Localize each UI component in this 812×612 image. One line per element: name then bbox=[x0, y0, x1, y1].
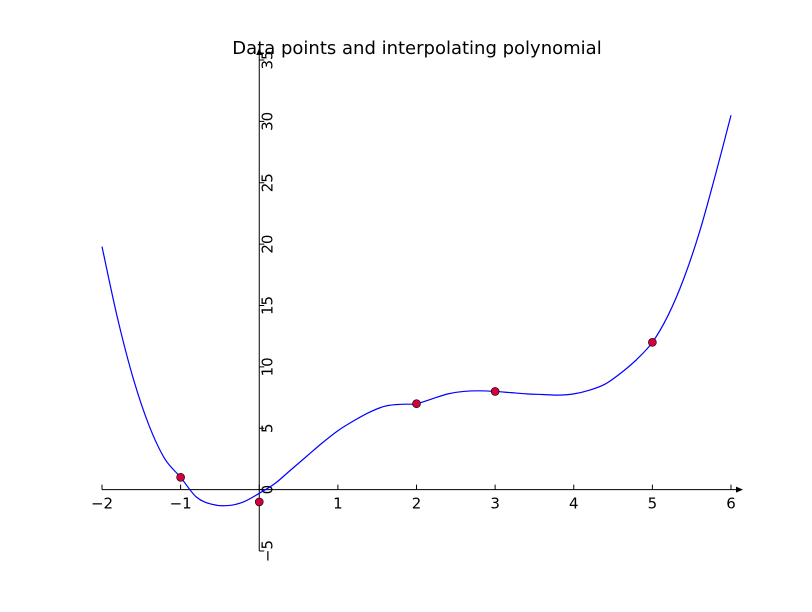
data-point bbox=[176, 473, 185, 482]
chart-title: Data points and interpolating polynomial bbox=[232, 38, 601, 59]
y-tick-label: 35 bbox=[258, 50, 276, 69]
y-tick-label: 25 bbox=[258, 173, 276, 192]
y-tick-label: 20 bbox=[258, 235, 276, 254]
y-tick-label: 15 bbox=[258, 296, 276, 315]
x-tick-label: 1 bbox=[333, 495, 343, 513]
x-tick-label: 3 bbox=[490, 495, 500, 513]
ticks: −2 −1 1 2 3 4 5 6 −5 0 5 10 15 20 25 30 35 bbox=[91, 50, 736, 562]
data-point bbox=[648, 338, 657, 347]
x-tick-label: −1 bbox=[170, 495, 192, 513]
y-axis-arrow bbox=[256, 48, 263, 55]
series-layer bbox=[101, 115, 732, 507]
x-tick-label: −2 bbox=[91, 495, 113, 513]
y-tick-label: 10 bbox=[258, 357, 276, 376]
y-tick-label: −5 bbox=[258, 540, 276, 562]
x-tick-label: 6 bbox=[726, 495, 736, 513]
data-point bbox=[412, 399, 421, 409]
x-axis-arrow bbox=[736, 486, 743, 493]
x-tick-label: 2 bbox=[412, 495, 422, 513]
x-tick-label: 4 bbox=[569, 495, 579, 513]
data-point bbox=[490, 387, 500, 396]
data-point bbox=[254, 497, 264, 507]
y-tick-label: 0 bbox=[258, 485, 276, 495]
interpolating-polynomial-curve bbox=[101, 115, 732, 507]
x-tick-label: 5 bbox=[648, 495, 658, 513]
axes bbox=[102, 48, 743, 551]
y-tick-label: 5 bbox=[258, 423, 276, 433]
y-tick-label: 30 bbox=[258, 112, 276, 131]
